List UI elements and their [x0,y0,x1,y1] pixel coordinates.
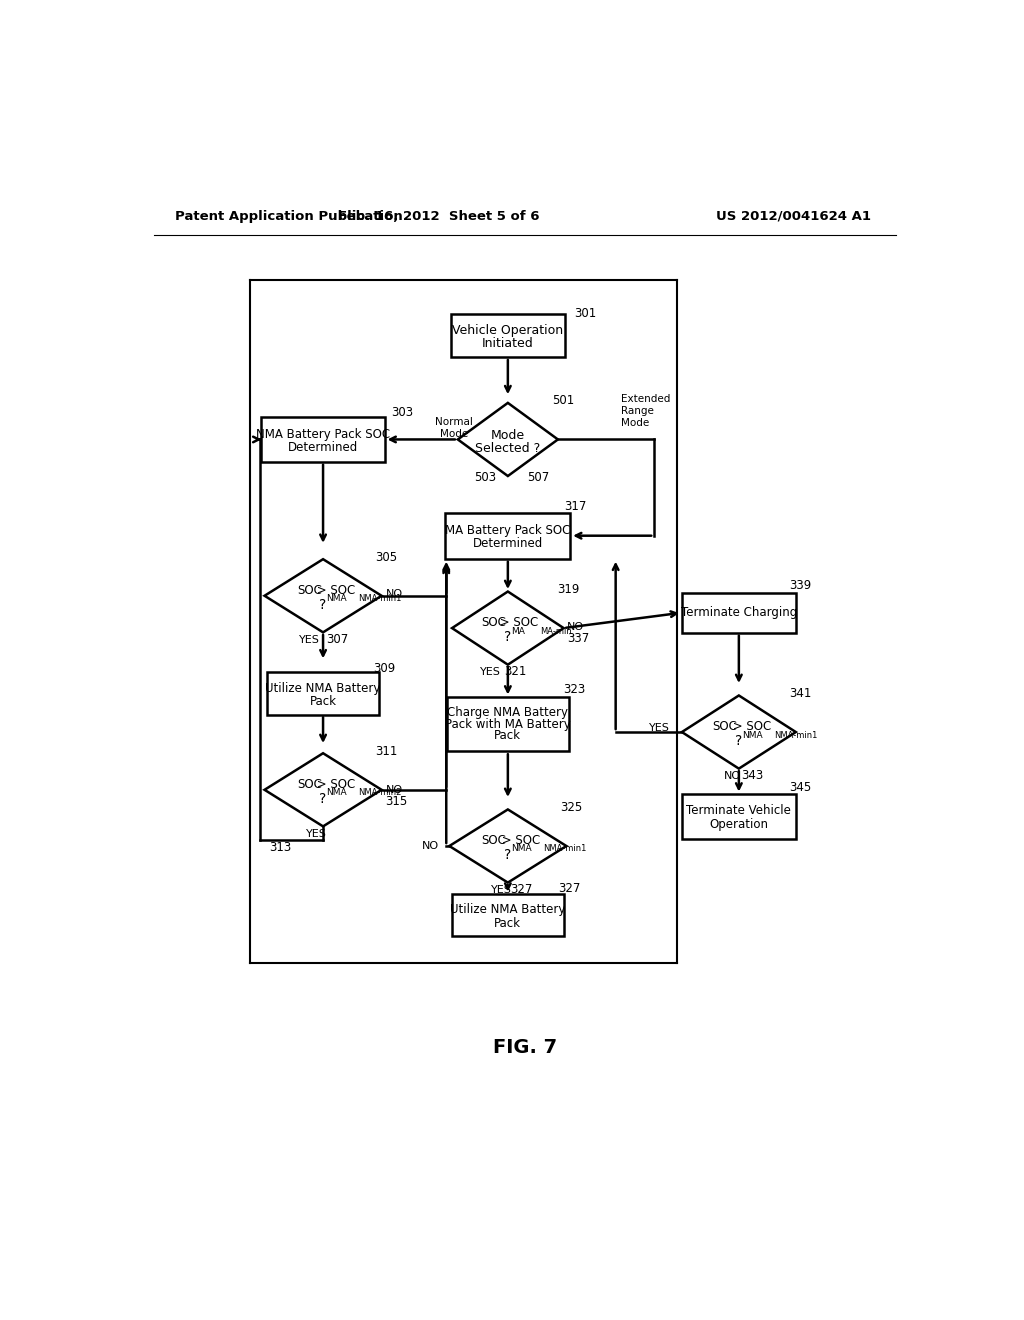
Text: NO: NO [422,841,438,851]
Bar [682,795,796,840]
Text: NMA-min2: NMA-min2 [358,788,401,797]
Text: NMA-min1: NMA-min1 [774,730,817,739]
Text: 327: 327 [511,883,532,896]
Text: Mode: Mode [490,429,525,442]
Text: NMA: NMA [742,730,763,739]
Text: 327: 327 [558,882,581,895]
Bar [452,894,563,936]
Text: ?: ? [504,849,511,862]
Text: YES: YES [480,667,502,677]
Text: MA-min: MA-min [541,627,572,635]
Text: NMA Battery Pack SOC: NMA Battery Pack SOC [256,428,390,441]
Text: ?: ? [735,734,742,748]
Text: 319: 319 [557,583,580,597]
Text: Selected ?: Selected ? [475,442,541,455]
Text: NO: NO [724,771,741,781]
Text: Normal
Mode: Normal Mode [435,417,473,438]
Text: 303: 303 [391,407,413,418]
Text: 503: 503 [474,471,496,484]
Polygon shape [458,403,558,477]
Text: Utilize NMA Battery: Utilize NMA Battery [451,903,565,916]
Text: 307: 307 [326,634,348,647]
Text: Determined: Determined [473,537,543,550]
Text: Utilize NMA Battery: Utilize NMA Battery [265,681,381,694]
Bar [447,697,568,751]
Bar [261,417,385,462]
Text: 323: 323 [563,684,585,696]
Text: ?: ? [319,598,327,612]
Text: 507: 507 [527,471,550,484]
Text: FIG. 7: FIG. 7 [493,1039,557,1057]
Text: 313: 313 [269,841,292,854]
Text: US 2012/0041624 A1: US 2012/0041624 A1 [716,210,870,223]
Text: SOC: SOC [481,616,507,630]
Text: 317: 317 [564,500,587,513]
Text: Determined: Determined [288,441,358,454]
Text: Pack: Pack [495,916,521,929]
Text: 339: 339 [790,579,812,593]
Text: Terminate Charging: Terminate Charging [681,606,797,619]
Text: 309: 309 [374,663,396,676]
Text: > SOC: > SOC [313,583,355,597]
Text: NO: NO [385,589,402,599]
Bar [682,593,796,632]
Polygon shape [264,560,382,632]
Text: 325: 325 [560,801,582,814]
Text: ?: ? [319,792,327,807]
Text: Pack with MA Battery: Pack with MA Battery [445,718,570,731]
Text: Patent Application Publication: Patent Application Publication [175,210,403,223]
Text: Terminate Vehicle: Terminate Vehicle [686,804,792,817]
Bar [451,314,565,356]
Text: NO: NO [567,622,585,631]
Polygon shape [452,591,563,665]
Text: NMA: NMA [326,788,347,797]
Polygon shape [682,696,796,768]
Text: 501: 501 [552,395,574,408]
Text: YES: YES [648,723,670,733]
Text: SOC: SOC [297,777,322,791]
Text: > SOC: > SOC [496,616,539,630]
Bar [445,512,570,558]
Text: Operation: Operation [710,818,768,832]
Text: NMA: NMA [511,845,531,854]
Text: Extended
Range
Mode: Extended Range Mode [621,395,671,428]
Text: 341: 341 [790,686,812,700]
Text: 311: 311 [375,744,397,758]
Text: Charge NMA Battery: Charge NMA Battery [447,706,568,719]
Text: Feb. 16, 2012  Sheet 5 of 6: Feb. 16, 2012 Sheet 5 of 6 [338,210,540,223]
Text: > SOC: > SOC [313,777,355,791]
Text: 345: 345 [790,781,812,795]
Text: Vehicle Operation: Vehicle Operation [453,323,563,337]
Text: YES: YES [492,884,512,895]
Polygon shape [450,809,566,883]
Text: ?: ? [504,631,511,644]
Text: NMA-min1: NMA-min1 [544,845,587,854]
Text: > SOC: > SOC [499,834,541,847]
Text: 337: 337 [567,632,590,645]
Text: NO: NO [385,785,402,795]
Text: YES: YES [306,829,328,840]
Text: > SOC: > SOC [729,721,771,733]
Text: 321: 321 [505,665,526,678]
Text: NMA: NMA [326,594,347,603]
Text: Pack: Pack [309,694,337,708]
Text: MA Battery Pack SOC: MA Battery Pack SOC [445,524,570,537]
Text: 305: 305 [375,550,397,564]
Text: YES: YES [299,635,319,644]
Text: 315: 315 [385,795,408,808]
Text: SOC: SOC [297,583,322,597]
Text: SOC: SOC [713,721,737,733]
Text: Pack: Pack [495,730,521,742]
Text: Initiated: Initiated [482,337,534,350]
Text: MA: MA [511,627,525,635]
Bar [267,672,379,714]
Text: NMA-min1: NMA-min1 [358,594,401,603]
Text: 343: 343 [741,770,764,783]
Text: 301: 301 [574,308,596,321]
Polygon shape [264,754,382,826]
Text: SOC: SOC [481,834,507,847]
